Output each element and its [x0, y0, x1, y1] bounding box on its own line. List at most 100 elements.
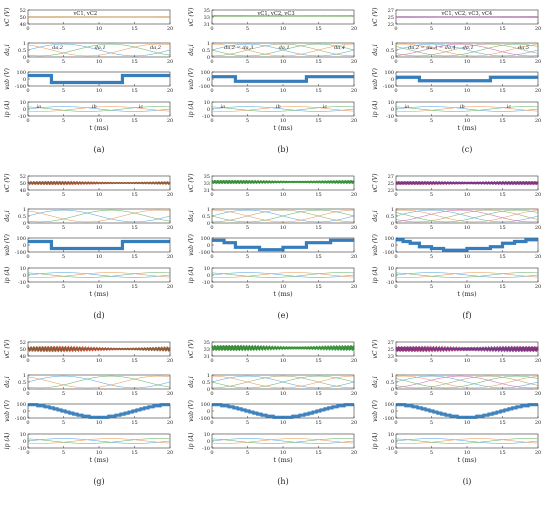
x-tick-label: 20 [167, 391, 173, 397]
duty-label: da,2 = da,3 = da,4 [408, 45, 456, 51]
y-tick-label: 33 [204, 15, 210, 21]
y-tick-label: 48 [20, 188, 26, 194]
panel-label: (d) [93, 311, 104, 320]
x-tick-label: 15 [131, 88, 137, 94]
x-tick-label: 0 [210, 450, 213, 456]
y-tick-label: 1 [391, 207, 394, 213]
x-tick-label: 5 [246, 391, 249, 397]
x-tick-label: 5 [246, 88, 249, 94]
series-duty-4 [395, 43, 539, 57]
x-tick-label: 15 [131, 420, 137, 426]
y-axis-label: ip (A) [188, 432, 195, 449]
x-tick-label: 15 [315, 26, 321, 32]
y-tick-label: -10 [386, 280, 394, 286]
x-tick-label: 15 [315, 284, 321, 290]
x-tick-label: 15 [315, 225, 321, 231]
y-tick-label: 0 [207, 107, 210, 113]
series-ip-1 [211, 438, 355, 444]
series-vab [28, 239, 170, 251]
series-duty-3 [27, 209, 171, 223]
x-tick-label: 0 [210, 192, 213, 198]
x-tick-label: 0 [26, 225, 29, 231]
series-duty-3 [395, 375, 539, 389]
y-axis-label: vC (V) [4, 7, 11, 27]
duty-label: da,2 [52, 45, 63, 51]
y-tick-label: -100 [383, 250, 394, 256]
x-tick-label: 0 [26, 284, 29, 290]
y-axis-label: da,i [4, 376, 11, 387]
y-tick-label: -10 [202, 280, 210, 286]
x-tick-label: 5 [246, 284, 249, 290]
x-tick-label: 20 [351, 192, 357, 198]
x-tick-label: 15 [499, 254, 505, 260]
x-tick-label: 0 [26, 450, 29, 456]
series-duty-4 [212, 209, 354, 223]
y-tick-label: 23 [388, 354, 394, 360]
series-duty-2 [395, 43, 539, 57]
series-vab [212, 403, 354, 419]
y-axis-label: vC (V) [372, 173, 379, 193]
x-axis-label: t (ms) [457, 290, 477, 298]
x-tick-label: 20 [535, 225, 541, 231]
x-tick-label: 20 [351, 225, 357, 231]
y-tick-label: -100 [199, 416, 210, 422]
y-tick-label: 100 [200, 236, 210, 242]
x-tick-label: 0 [210, 118, 213, 124]
series-ip-1 [395, 438, 539, 444]
series-vc3 [211, 344, 355, 352]
y-axis-label: vab (V) [372, 399, 379, 421]
y-axis-label: ip (A) [4, 266, 11, 283]
y-axis-label: vC (V) [188, 173, 195, 193]
duty-label: da,1 [279, 45, 290, 51]
x-tick-label: 10 [464, 254, 470, 260]
series-vc4 [395, 345, 539, 353]
y-tick-label: 0.5 [18, 380, 26, 386]
y-axis-label: vab (V) [188, 67, 195, 89]
x-tick-label: 10 [96, 192, 102, 198]
series-duty-5 [395, 375, 539, 389]
y-tick-label: 35 [204, 8, 210, 14]
y-tick-label: 0 [391, 243, 394, 249]
y-tick-label: 0 [23, 77, 26, 83]
y-tick-label: 25 [388, 181, 394, 187]
x-tick-label: 20 [535, 450, 541, 456]
y-axis-label: da,i [372, 44, 379, 55]
series-duty-2 [27, 375, 171, 389]
y-axis-label: da,i [4, 44, 11, 55]
x-tick-label: 5 [62, 118, 65, 124]
legend-text: vC1, vC2, vC3 [256, 11, 294, 17]
x-tick-label: 0 [210, 284, 213, 290]
series-duty-4 [395, 375, 539, 389]
y-axis-label: ip (A) [372, 100, 379, 117]
x-tick-label: 5 [430, 391, 433, 397]
x-tick-label: 15 [499, 420, 505, 426]
y-tick-label: 100 [384, 402, 394, 408]
x-tick-label: 10 [464, 118, 470, 124]
series-duty-3 [395, 43, 539, 57]
x-tick-label: 0 [210, 391, 213, 397]
x-tick-label: 10 [464, 225, 470, 231]
series-duty-4 [395, 209, 539, 223]
x-tick-label: 15 [499, 88, 505, 94]
x-tick-label: 20 [351, 26, 357, 32]
x-tick-label: 5 [246, 59, 249, 65]
x-axis-label: t (ms) [457, 456, 477, 464]
y-axis-label: vab (V) [4, 233, 11, 255]
y-tick-label: -100 [199, 250, 210, 256]
x-tick-label: 5 [430, 118, 433, 124]
y-tick-label: 0.5 [18, 48, 26, 54]
x-tick-label: 15 [131, 284, 137, 290]
y-tick-label: 1 [391, 373, 394, 379]
